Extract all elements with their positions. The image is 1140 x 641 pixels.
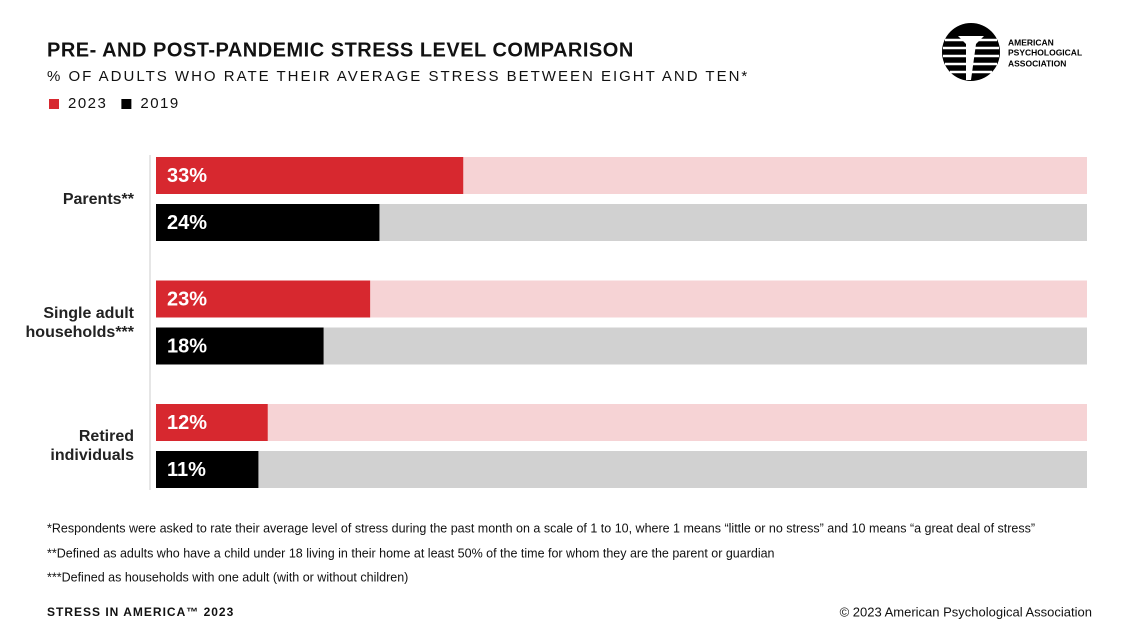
logo-text: PSYCHOLOGICAL <box>1008 47 1082 57</box>
value-label: 12% <box>167 412 207 434</box>
bar-track <box>156 451 1087 488</box>
logo: AMERICAN PSYCHOLOGICAL ASSOCIATION <box>942 23 1082 81</box>
bar <box>156 451 259 488</box>
footer-copyright: © 2023 American Psychological Associatio… <box>840 604 1092 619</box>
footnote: ***Defined as households with one adult … <box>47 570 408 584</box>
footnote: **Defined as adults who have a child und… <box>47 546 775 560</box>
footnote: *Respondents were asked to rate their av… <box>47 521 1035 535</box>
chart-title: PRE- AND POST-PANDEMIC STRESS LEVEL COMP… <box>47 39 634 61</box>
bar-track <box>156 404 1087 441</box>
bar <box>156 327 324 365</box>
bar <box>156 280 371 318</box>
footer-source: STRESS IN AMERICA™ 2023 <box>47 605 234 619</box>
value-label: 23% <box>167 288 207 310</box>
category-label: Retired individuals <box>50 428 134 464</box>
legend-label: 2019 <box>140 95 179 112</box>
legend-swatch <box>121 99 132 109</box>
legend-label: 2023 <box>68 95 107 112</box>
value-label: 33% <box>167 165 207 187</box>
logo-text: ASSOCIATION <box>1008 58 1066 68</box>
bar <box>156 404 268 441</box>
category-label: Single adult households*** <box>25 304 134 341</box>
logo-text: AMERICAN <box>1008 37 1054 47</box>
legend-swatch <box>49 99 59 109</box>
bar <box>156 157 464 194</box>
category-label: Parents** <box>62 190 134 208</box>
chart-subtitle: % OF ADULTS WHO RATE THEIR AVERAGE STRES… <box>47 68 749 85</box>
value-label: 11% <box>167 459 206 481</box>
logo-figure <box>958 36 984 80</box>
value-label: 18% <box>167 335 207 357</box>
bar <box>156 204 380 241</box>
value-label: 24% <box>167 212 207 234</box>
